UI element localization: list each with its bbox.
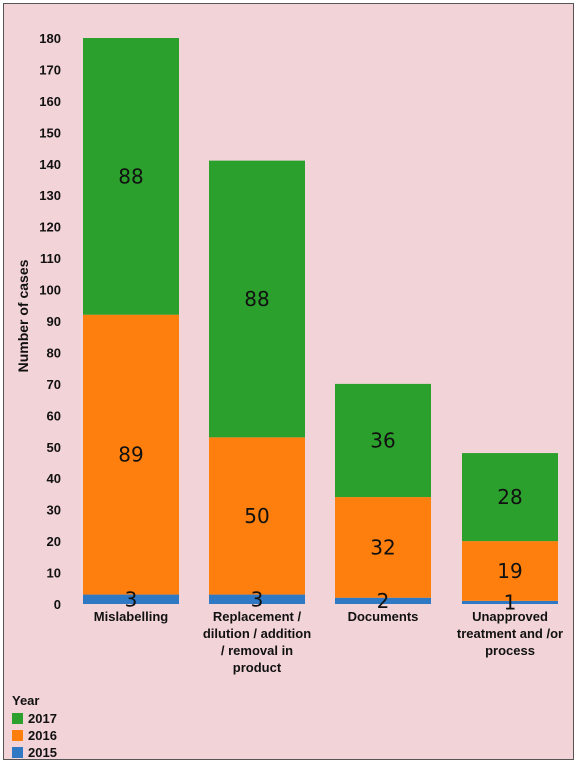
data-label: 3 xyxy=(251,587,264,611)
y-tick-label: 20 xyxy=(47,534,61,549)
data-label: 28 xyxy=(497,485,522,509)
y-tick-label: 150 xyxy=(39,125,61,140)
y-tick-label: 170 xyxy=(39,62,61,77)
legend-label: 2015 xyxy=(28,745,57,760)
y-tick-label: 60 xyxy=(47,408,61,423)
x-category-label: Documents xyxy=(348,609,419,624)
data-label: 50 xyxy=(244,504,269,528)
y-tick-label: 130 xyxy=(39,188,61,203)
bar-segment-2017 xyxy=(83,38,179,315)
x-category-label: Replacement / dilution / addition / remova… xyxy=(203,609,311,675)
data-label: 88 xyxy=(244,287,269,311)
y-tick-label: 90 xyxy=(47,314,61,329)
y-tick-label: 140 xyxy=(39,157,61,172)
data-label: 32 xyxy=(370,535,395,559)
y-tick-label: 160 xyxy=(39,94,61,109)
y-tick-label: 70 xyxy=(47,377,61,392)
y-tick-label: 40 xyxy=(47,471,61,486)
bar-segment-2017 xyxy=(209,160,305,438)
bar-segment-2017 xyxy=(462,453,558,542)
y-tick-label: 80 xyxy=(47,345,61,360)
legend-swatch xyxy=(12,730,23,741)
legend-label: 2016 xyxy=(28,728,57,743)
bar-segment-2016 xyxy=(83,314,179,595)
legend-item: 2016 xyxy=(12,727,57,744)
x-category-label: Unapproved treatment and /or process xyxy=(457,609,563,658)
y-tick-label: 0 xyxy=(54,597,61,612)
bar-segment-2015 xyxy=(462,600,558,604)
legend: Year 2017 2016 2015 xyxy=(12,692,57,761)
data-label: 3 xyxy=(125,587,138,611)
legend-swatch xyxy=(12,713,23,724)
data-label: 2 xyxy=(377,589,390,613)
data-label: 88 xyxy=(118,164,143,188)
y-tick-label: 100 xyxy=(39,283,61,298)
y-tick-label: 120 xyxy=(39,220,61,235)
bar-segment-2015 xyxy=(335,597,431,604)
y-tick-label: 10 xyxy=(47,566,61,581)
bar-segment-2016 xyxy=(209,437,305,595)
legend-item: 2015 xyxy=(12,744,57,761)
bar-segment-2016 xyxy=(462,541,558,601)
y-tick-label: 110 xyxy=(40,251,61,266)
chart-figure: Number of cases 0 10 20 30 40 50 60 70 80 90 100 11… xyxy=(3,3,574,760)
bar-segment-2015 xyxy=(83,594,179,604)
bar-segment-2015 xyxy=(209,594,305,604)
x-category-label: Mislabelling xyxy=(94,609,168,624)
y-tick-label: 50 xyxy=(47,440,61,455)
bar-segment-2017 xyxy=(335,383,431,498)
stacked-bar-chart: Number of cases 010203040506070809010011… xyxy=(15,31,563,675)
y-tick-label: 30 xyxy=(47,503,61,518)
data-label: 36 xyxy=(370,428,395,452)
y-tick-label: 180 xyxy=(39,31,61,46)
data-label: 89 xyxy=(118,443,143,467)
y-axis-label: Number of cases xyxy=(15,259,31,372)
data-label: 1 xyxy=(504,590,517,614)
legend-swatch xyxy=(12,747,23,758)
legend-label: 2017 xyxy=(28,711,57,726)
data-label: 19 xyxy=(497,559,522,583)
legend-title: Year xyxy=(12,693,40,708)
bar-segment-2016 xyxy=(335,497,431,598)
legend-item: 2017 xyxy=(12,710,57,727)
